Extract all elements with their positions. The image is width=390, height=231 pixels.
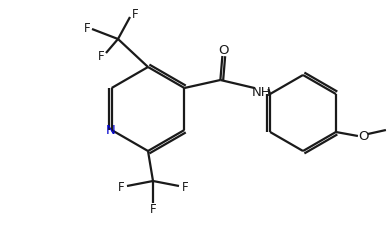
- Text: F: F: [84, 21, 90, 34]
- Text: F: F: [132, 7, 138, 20]
- Text: F: F: [118, 181, 124, 194]
- Text: O: O: [359, 129, 369, 142]
- Text: F: F: [182, 181, 188, 194]
- Text: N: N: [106, 123, 115, 136]
- Text: O: O: [218, 43, 229, 56]
- Text: NH: NH: [252, 86, 271, 99]
- Text: F: F: [98, 50, 104, 63]
- Text: F: F: [150, 203, 156, 216]
